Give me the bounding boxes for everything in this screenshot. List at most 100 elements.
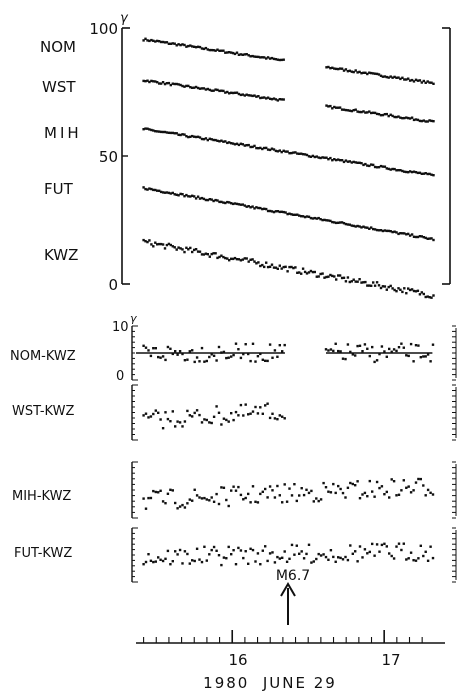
data-point-nom-kwz (147, 349, 150, 352)
data-point-wst (204, 88, 208, 91)
data-point-fut (231, 202, 235, 206)
data-point-kwz (364, 280, 367, 284)
data-point-mih-kwz (397, 493, 401, 496)
data-point-kwz (407, 287, 410, 290)
data-point-nom (412, 80, 416, 83)
data-point-mih (377, 166, 381, 169)
data-point-wst (383, 113, 387, 116)
data-point-wst (414, 118, 418, 121)
data-point-mih (407, 171, 410, 174)
data-point-mih-kwz (319, 498, 323, 501)
data-point-nom-kwz (385, 355, 388, 358)
data-point-kwz (430, 296, 433, 299)
data-point-wst (196, 86, 200, 90)
data-point-fut (432, 238, 435, 242)
data-point-nom-kwz (142, 344, 145, 347)
data-point-mih (375, 166, 379, 169)
data-point-kwz (335, 278, 338, 281)
data-point-fut (187, 195, 190, 198)
data-point-nom (152, 39, 155, 42)
data-point-kwz (389, 284, 392, 288)
data-point-fut-kwz (142, 563, 145, 566)
data-point-wst (165, 82, 169, 85)
data-point-kwz (230, 257, 233, 260)
data-point-nom (253, 55, 256, 58)
data-point-wst-kwz (273, 417, 277, 420)
data-point-wst (276, 99, 279, 102)
data-point-mih (331, 159, 334, 162)
data-point-wst (158, 82, 161, 85)
data-point-fut-kwz (195, 547, 199, 550)
data-point-kwz (278, 264, 281, 267)
data-point-fut (305, 215, 309, 218)
data-point-wst (393, 115, 396, 119)
data-point-nom-kwz (217, 345, 221, 349)
data-point-mih (319, 156, 322, 160)
data-point-nom-kwz (157, 355, 160, 359)
data-point-mih-kwz (395, 494, 398, 497)
data-point-fut (181, 193, 184, 196)
data-point-mih-kwz (247, 492, 250, 496)
data-point-mih (210, 138, 213, 141)
data-point-mih (401, 169, 404, 173)
data-point-mih (366, 164, 369, 167)
data-point-wst (218, 89, 221, 93)
data-point-kwz (354, 280, 357, 283)
data-point-fut-kwz (405, 558, 408, 561)
data-point-mih-kwz (305, 488, 308, 491)
data-point-fut (167, 191, 171, 195)
data-point-fut-kwz (234, 563, 238, 566)
data-point-kwz (181, 248, 184, 251)
data-point-mih (309, 155, 313, 158)
data-point-wst-kwz (200, 421, 204, 424)
data-point-mih (167, 131, 171, 134)
data-point-fut (284, 211, 287, 214)
data-point-nom-kwz (412, 360, 415, 363)
data-point-kwz (331, 274, 334, 278)
data-point-mih (263, 146, 266, 150)
data-point-mih (311, 154, 315, 158)
data-point-mih-kwz (366, 495, 369, 498)
data-point-nom (150, 38, 153, 42)
data-point-fut (237, 203, 241, 206)
data-point-mih-kwz (230, 489, 233, 492)
data-point-mih (399, 169, 402, 172)
data-point-wst (377, 113, 381, 116)
data-point-nom-kwz (329, 348, 333, 351)
data-point-fut-kwz (414, 559, 418, 562)
data-point-mih (364, 162, 367, 166)
data-point-mih-kwz (205, 498, 208, 501)
data-point-nom-kwz (346, 343, 350, 346)
data-point-nom-kwz (278, 344, 281, 347)
data-point-kwz (265, 261, 268, 264)
data-point-nom-kwz (176, 353, 179, 356)
data-point-mih (251, 145, 254, 149)
data-point-kwz (206, 253, 209, 256)
data-point-fut-kwz (191, 559, 194, 562)
data-point-nom (161, 40, 165, 44)
data-point-nom-kwz (200, 346, 204, 350)
data-point-nom (181, 43, 184, 46)
data-point-nom (372, 72, 375, 75)
data-point-mih-kwz (424, 494, 427, 497)
data-point-wst-kwz (220, 423, 223, 426)
data-point-nom (237, 53, 241, 56)
data-point-fut (255, 206, 258, 209)
data-point-nom (263, 56, 266, 59)
data-point-fut (278, 210, 281, 214)
upper-ytick-100: 100 (89, 20, 118, 38)
data-point-nom (364, 71, 367, 74)
data-point-mih (424, 172, 427, 175)
data-point-kwz (189, 246, 192, 250)
data-point-fut (408, 234, 412, 237)
data-point-fut (259, 206, 262, 210)
data-point-nom (393, 75, 396, 79)
data-point-kwz (224, 256, 227, 260)
data-point-mih (156, 130, 159, 133)
data-point-mih (360, 162, 363, 165)
data-point-fut (193, 195, 196, 198)
data-point-wst (395, 115, 398, 119)
data-point-wst (338, 106, 342, 109)
data-point-mih-kwz (302, 493, 306, 497)
